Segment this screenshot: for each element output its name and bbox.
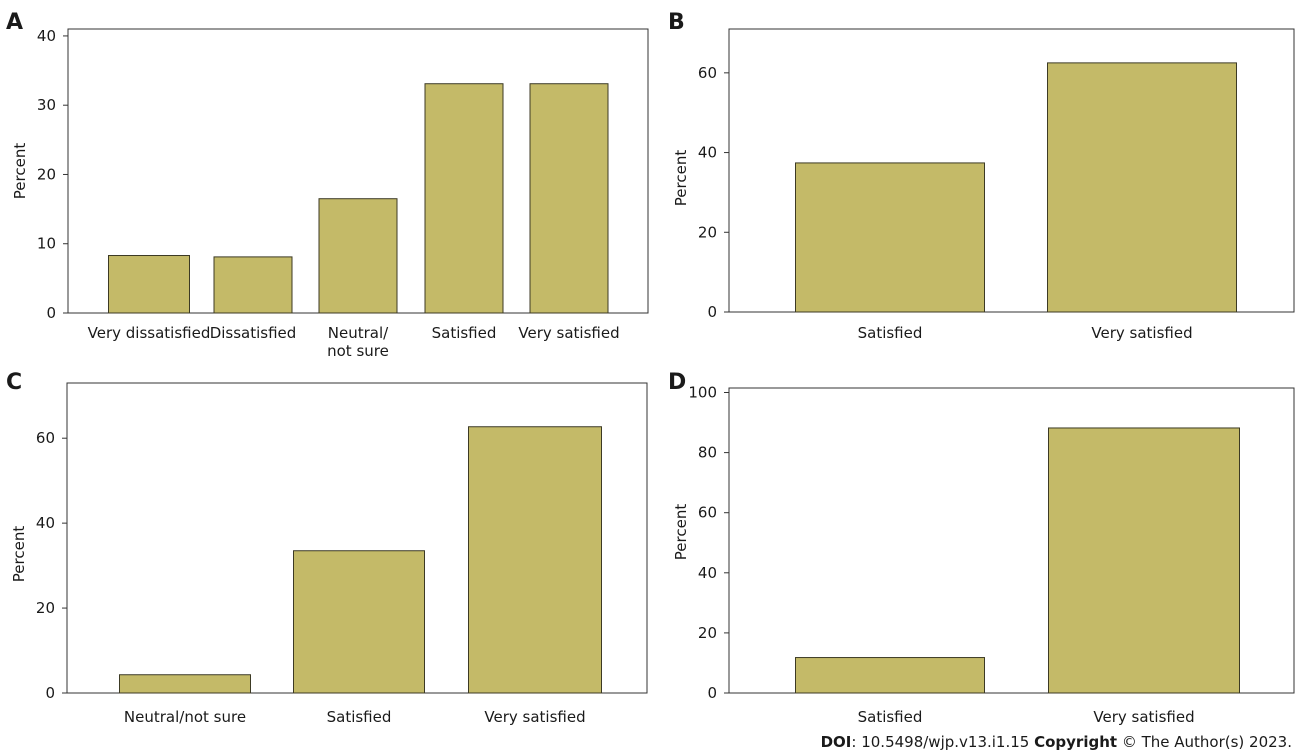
category-label-b-2: Very satisfied xyxy=(1091,324,1192,342)
bar-b-1 xyxy=(795,162,985,313)
y-tick-label-b-0: 0 xyxy=(707,303,717,321)
y-tick-label-d-2: 40 xyxy=(698,564,717,582)
chart-panel-c: C 0 20 40 60 Neutral/not sure Satisfied Very … xyxy=(6,370,648,726)
category-label-c-2: Satisfied xyxy=(327,708,392,726)
y-tick-label-b-1: 20 xyxy=(698,223,717,241)
category-label-a-3: Neutral/not sure xyxy=(327,324,389,360)
y-tick-label-c-0: 0 xyxy=(45,684,55,702)
y-axis-label-c: Percent xyxy=(10,526,28,583)
bar-c-3 xyxy=(468,426,602,694)
category-label-c-1: Neutral/not sure xyxy=(124,708,246,726)
y-tick-label-a-3: 30 xyxy=(37,96,56,114)
bar-d-1 xyxy=(795,657,985,694)
y-axis-label-a: Percent xyxy=(11,143,29,200)
plot-frame-b xyxy=(728,28,1295,313)
category-label-a-1: Very dissatisfied xyxy=(88,324,211,342)
bar-c-1 xyxy=(119,674,251,694)
y-axis-label-d: Percent xyxy=(672,504,690,561)
category-label-a-4: Satisfied xyxy=(432,324,497,342)
plot-frame-d xyxy=(728,387,1295,694)
y-tick-label-d-4: 80 xyxy=(698,444,717,462)
y-tick-label-a-0: 0 xyxy=(46,304,56,322)
y-tick-label-c-3: 60 xyxy=(36,429,55,447)
y-tick-label-c-1: 20 xyxy=(36,599,55,617)
bar-a-2 xyxy=(213,256,293,314)
y-tick-label-b-3: 60 xyxy=(698,64,717,82)
y-axis-label-b: Percent xyxy=(672,150,690,207)
bar-a-4 xyxy=(424,83,504,314)
y-tick-label-d-0: 0 xyxy=(707,684,717,702)
citation-footer: DOI: 10.5498/wjp.v13.i1.15 Copyright © T… xyxy=(821,733,1292,751)
chart-panel-b: B 0 20 40 60 Satisfied Very satisfied Percen… xyxy=(668,10,1295,342)
panel-letter-a: A xyxy=(6,10,23,35)
category-label-a-2: Dissatisfied xyxy=(210,324,297,342)
category-label-a-5: Very satisfied xyxy=(518,324,619,342)
bar-a-5 xyxy=(529,83,609,314)
panel-letter-c: C xyxy=(6,370,22,395)
panel-letter-b: B xyxy=(668,10,685,35)
chart-panel-d: D 0 20 40 60 80 100 Satisfied Very satisfied P… xyxy=(668,370,1295,726)
copyright-value: © The Author(s) 2023. xyxy=(1117,733,1292,751)
doi-label: DOI xyxy=(820,733,852,751)
y-tick-label-d-3: 60 xyxy=(698,504,717,522)
y-tick-label-a-4: 40 xyxy=(37,27,56,45)
y-tick-label-a-1: 10 xyxy=(37,235,56,253)
category-label-c-3: Very satisfied xyxy=(484,708,585,726)
doi-value: : 10.5498/wjp.v13.i1.15 xyxy=(851,733,1035,751)
y-tick-label-c-2: 40 xyxy=(36,514,55,532)
bar-d-2 xyxy=(1048,427,1240,694)
y-tick-label-a-2: 20 xyxy=(37,165,56,183)
category-label-d-2: Very satisfied xyxy=(1093,708,1194,726)
chart-panel-a: A 0 10 20 30 40 Very dissatisfied Dissatisfie… xyxy=(6,10,649,360)
copyright-label: Copyright xyxy=(1034,733,1118,751)
bar-c-2 xyxy=(293,550,425,694)
bar-a-3 xyxy=(318,198,398,314)
bar-a-1 xyxy=(108,255,190,314)
category-label-b-1: Satisfied xyxy=(858,324,923,342)
y-tick-label-d-5: 100 xyxy=(688,384,717,402)
panel-letter-d: D xyxy=(668,370,686,395)
bar-b-2 xyxy=(1047,62,1237,313)
y-tick-label-b-2: 40 xyxy=(698,144,717,162)
y-tick-label-d-1: 20 xyxy=(698,624,717,642)
category-label-d-1: Satisfied xyxy=(858,708,923,726)
